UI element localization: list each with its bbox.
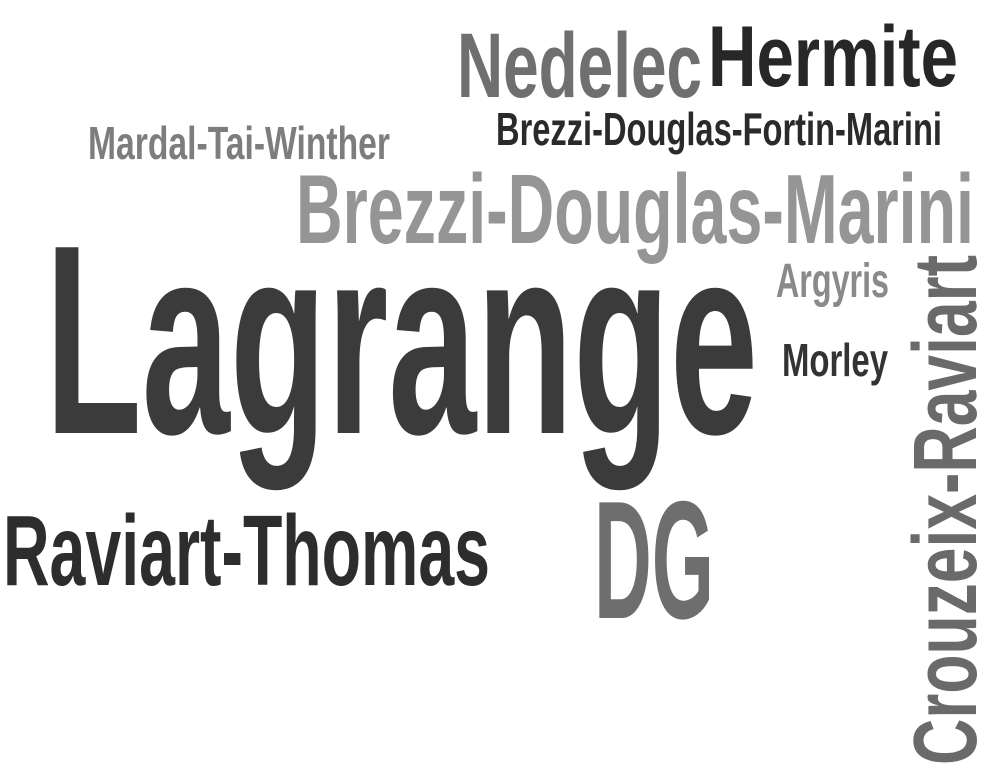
word-nedelec: Nedelec — [457, 15, 702, 117]
word-crouzeix-raviart: Crouzeix-Raviart — [896, 255, 993, 765]
word-mardal-tai-winther: Mardal-Tai-Winther — [88, 117, 390, 169]
word-brezzi-douglas-fortin-marini: Brezzi-Douglas-Fortin-Marini — [496, 103, 942, 155]
word-dg: DG — [594, 466, 714, 654]
word-hermite: Hermite — [708, 9, 958, 105]
word-brezzi-douglas-marini: Brezzi-Douglas-Marini — [296, 154, 974, 264]
word-lagrange: Lagrange — [45, 190, 758, 492]
word-raviart-thomas: Raviart-Thomas — [3, 495, 490, 607]
word-argyris: Argyris — [776, 255, 889, 308]
word-morley: Morley — [782, 334, 888, 386]
